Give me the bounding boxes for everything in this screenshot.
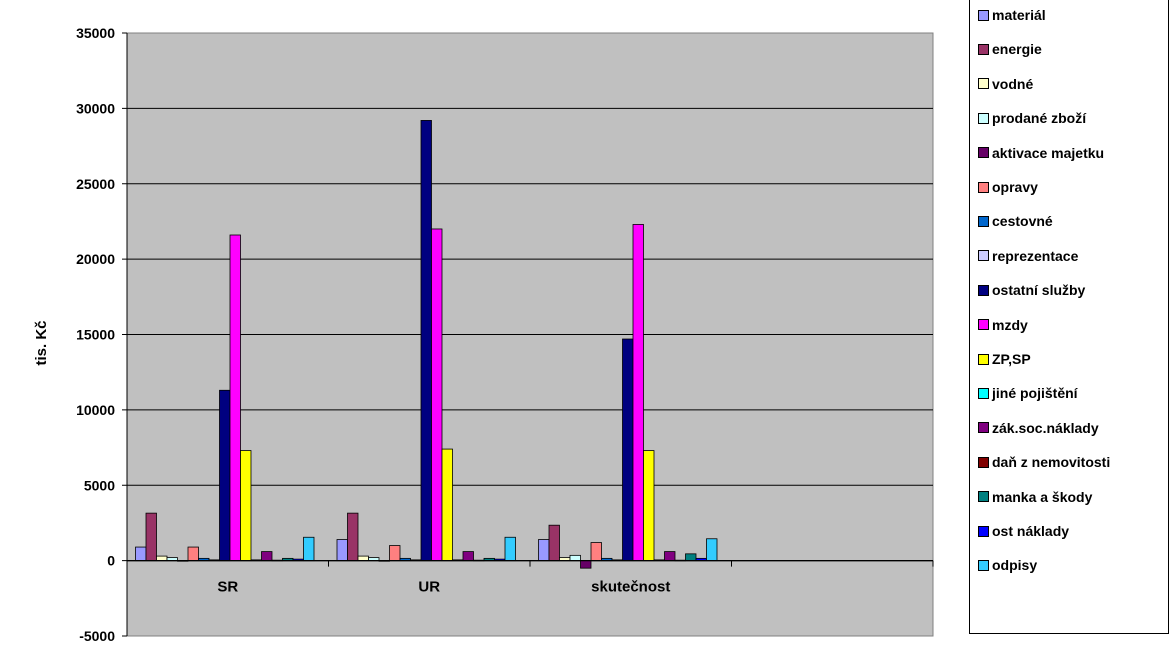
y-tick-label: 10000 [76, 402, 115, 418]
legend-swatch [978, 284, 989, 296]
legend-label: vodné [992, 75, 1034, 92]
legend-label: materiál [992, 7, 1046, 23]
legend-swatch [978, 250, 989, 262]
legend: materiál energie vodné prodané zboží aktivac… [969, 0, 1169, 634]
legend-item: reprezentace [978, 246, 1078, 266]
bar [219, 389, 231, 562]
bar [632, 224, 644, 562]
legend-swatch [978, 43, 989, 55]
legend-swatch [978, 215, 989, 227]
legend-label: aktivace majetku [992, 144, 1105, 161]
legend-item: materiál [978, 5, 1046, 25]
bar [664, 551, 676, 562]
bar [229, 234, 241, 562]
legend-label: zák.soc.náklady [992, 419, 1099, 436]
bar [336, 539, 348, 562]
bar [420, 120, 432, 562]
y-tick-label: 0 [107, 553, 115, 569]
legend-label: ostatní služby [992, 282, 1086, 299]
legend-swatch [978, 422, 989, 434]
bar [261, 551, 273, 562]
legend-label: opravy [992, 179, 1038, 195]
y-tick-label: 30000 [76, 100, 115, 116]
legend-label: cestovné [992, 213, 1053, 230]
legend-label: manka a škody [992, 488, 1093, 505]
legend-swatch [978, 491, 989, 503]
legend-label: energie [992, 41, 1042, 58]
legend-item: zák.soc.náklady [978, 418, 1099, 438]
bar [706, 538, 718, 562]
legend-item: cestovné [978, 211, 1053, 231]
legend-swatch [978, 9, 989, 21]
bar [538, 539, 550, 562]
legend-swatch [978, 353, 989, 365]
legend-swatch [978, 559, 989, 571]
legend-label: ost náklady [992, 523, 1070, 539]
y-tick-label: 5000 [84, 477, 115, 493]
y-tick-label: 20000 [76, 251, 115, 267]
bar [548, 524, 560, 562]
legend-swatch [978, 525, 989, 537]
legend-swatch [978, 181, 989, 193]
legend-label: jiné pojištění [992, 385, 1078, 402]
y-tick-label: -5000 [79, 628, 115, 644]
bar [303, 536, 315, 562]
y-tick-label: 15000 [76, 327, 115, 343]
legend-item: ostatní služby [978, 280, 1085, 300]
bar [643, 450, 655, 562]
legend-swatch [978, 147, 989, 159]
legend-swatch [978, 456, 989, 468]
x-category-label: UR [418, 579, 440, 596]
legend-label: reprezentace [992, 247, 1079, 264]
bar [156, 555, 168, 562]
bar [135, 546, 147, 562]
legend-item: opravy [978, 177, 1038, 197]
bar [145, 512, 157, 562]
legend-item: aktivace majetku [978, 143, 1104, 163]
bar [504, 536, 516, 562]
y-tick-labels: 35000 30000 25000 20000 15000 10000 5000 0 -5000 [76, 25, 127, 644]
bar [685, 553, 697, 562]
bar [580, 560, 592, 569]
legend-swatch [978, 319, 989, 331]
y-tick-label: 35000 [76, 25, 115, 41]
bar [622, 338, 634, 562]
bar [590, 542, 602, 562]
x-category-labels: SR UR skutečnost [217, 579, 670, 596]
bar [431, 228, 443, 562]
legend-item: prodané zboží [978, 108, 1086, 128]
legend-label: mzdy [992, 316, 1028, 333]
legend-item: energie [978, 39, 1042, 59]
legend-item: daň z nemovitosti [978, 452, 1110, 472]
legend-item: jiné pojištění [978, 383, 1078, 403]
legend-label: prodané zboží [992, 110, 1087, 127]
bars [135, 120, 718, 569]
legend-item: mzdy [978, 315, 1028, 335]
y-tick-label: 25000 [76, 176, 115, 192]
y-axis-title: tis. Kč [33, 320, 50, 365]
x-category-label: skutečnost [591, 579, 670, 596]
legend-label: daň z nemovitosti [992, 454, 1111, 471]
bar [357, 555, 369, 562]
legend-item: manka a škody [978, 487, 1092, 507]
legend-label: ZP,SP [992, 351, 1031, 367]
legend-swatch [978, 78, 989, 90]
legend-item: ost náklady [978, 521, 1069, 541]
bar [187, 546, 199, 562]
bar [462, 551, 474, 562]
x-category-label: SR [217, 579, 238, 596]
legend-item: ZP,SP [978, 349, 1031, 369]
legend-swatch [978, 112, 989, 124]
bar [389, 545, 401, 562]
legend-item: vodné [978, 74, 1033, 94]
bar [569, 554, 581, 562]
legend-swatch [978, 387, 989, 399]
bar [441, 448, 453, 562]
bar [347, 512, 359, 562]
bar [240, 450, 252, 562]
legend-label: odpisy [992, 557, 1038, 574]
legend-item: odpisy [978, 555, 1037, 575]
